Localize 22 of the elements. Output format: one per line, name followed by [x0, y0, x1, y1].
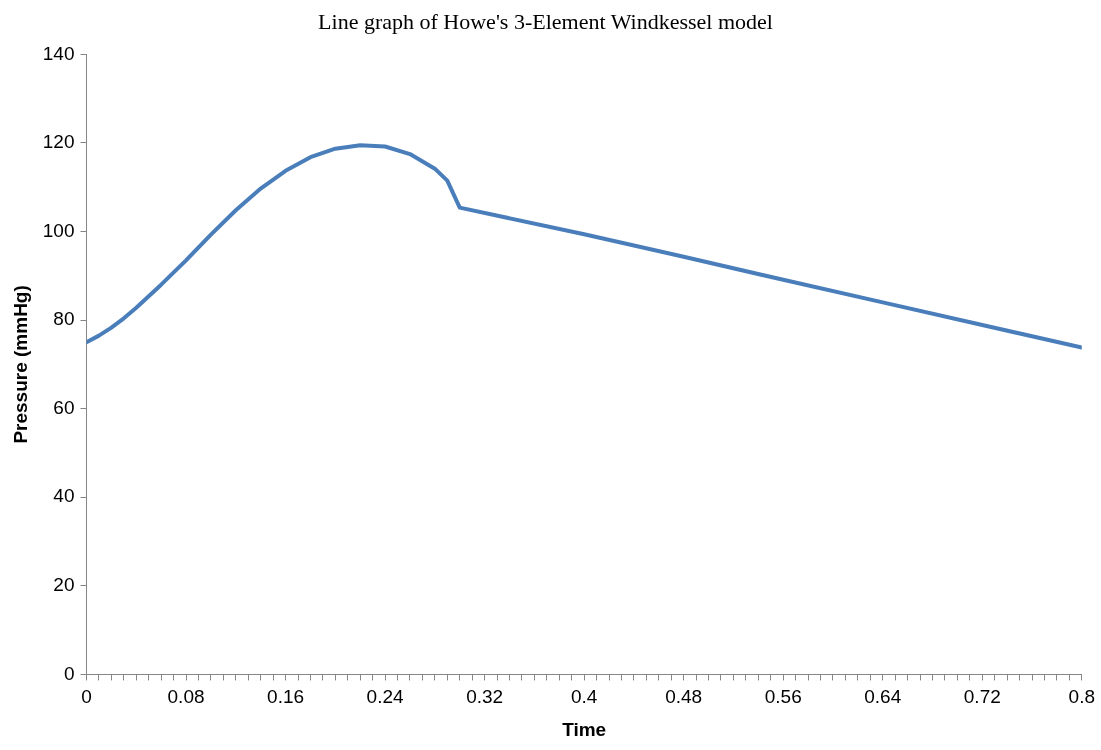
x-tick-label: 0.56	[764, 686, 802, 708]
x-tick-label: 0.72	[963, 686, 1001, 708]
y-tick-label: 80	[53, 308, 75, 330]
y-tick-label: 140	[42, 42, 75, 64]
x-tick-label: 0.48	[665, 686, 703, 708]
x-tick-label: 0.64	[864, 686, 902, 708]
x-axis-title: Time	[562, 718, 607, 740]
y-tick-label: 0	[63, 662, 75, 684]
x-tick-label: 0	[81, 686, 92, 708]
x-tick-label: 0.16	[267, 686, 305, 708]
x-tick-label: 0.32	[466, 686, 504, 708]
x-tick-label: 0.4	[570, 686, 598, 708]
chart-title: Line graph of Howe's 3-Element Windkessel model	[318, 8, 773, 34]
y-tick-label: 20	[53, 574, 75, 596]
x-tick-label: 0.8	[1068, 686, 1095, 708]
x-tick-label: 0.08	[167, 686, 205, 708]
y-tick-label: 100	[42, 219, 75, 241]
x-tick-label: 0.24	[366, 686, 405, 708]
y-tick-label: 40	[53, 485, 75, 507]
y-tick-label: 60	[53, 396, 75, 418]
y-tick-label: 120	[42, 131, 75, 153]
y-axis-title: Pressure (mmHg)	[9, 285, 31, 444]
